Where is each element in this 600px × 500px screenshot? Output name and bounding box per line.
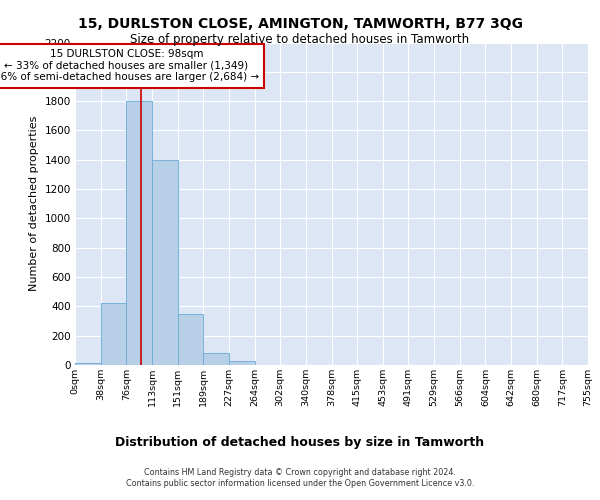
Bar [203,354,229,365]
Text: Contains HM Land Registry data © Crown copyright and database right 2024.
Contai: Contains HM Land Registry data © Crown c… [126,468,474,487]
Bar [101,304,127,365]
Bar [152,160,178,365]
Bar [75,363,101,365]
Text: Distribution of detached houses by size in Tamworth: Distribution of detached houses by size … [115,436,485,449]
Y-axis label: Number of detached properties: Number of detached properties [29,116,39,292]
Text: 15, DURLSTON CLOSE, AMINGTON, TAMWORTH, B77 3QG: 15, DURLSTON CLOSE, AMINGTON, TAMWORTH, … [77,18,523,32]
Bar [229,360,254,365]
Text: 15 DURLSTON CLOSE: 98sqm
← 33% of detached houses are smaller (1,349)
66% of sem: 15 DURLSTON CLOSE: 98sqm ← 33% of detach… [0,49,259,82]
Text: Size of property relative to detached houses in Tamworth: Size of property relative to detached ho… [130,32,470,46]
Bar [127,101,152,365]
Bar [178,314,203,365]
